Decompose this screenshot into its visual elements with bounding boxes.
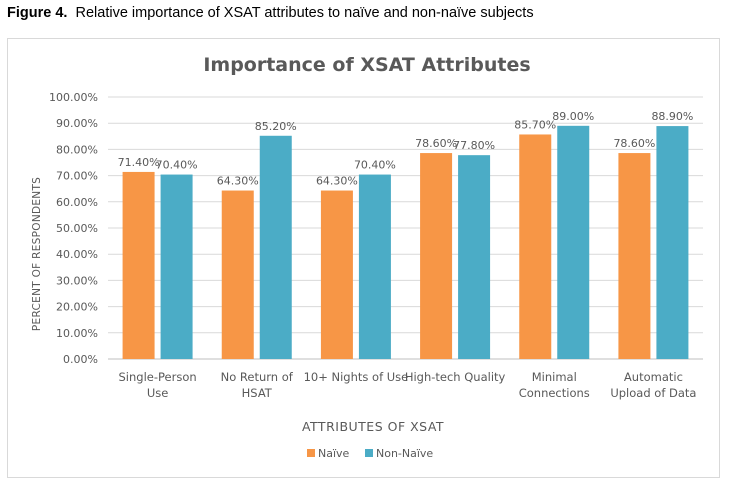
data-label: 64.30% <box>217 175 259 188</box>
bar-non-naive <box>557 125 590 359</box>
chart-title: Importance of XSAT Attributes <box>203 54 530 76</box>
data-label: 71.40% <box>118 156 160 169</box>
bar-non-naive <box>259 135 292 359</box>
x-category-label: Automatic <box>624 370 683 384</box>
y-tick-label: 100.00% <box>49 91 98 104</box>
bars <box>122 125 689 359</box>
x-category-label: Connections <box>519 386 590 400</box>
bar-naive <box>519 134 552 359</box>
x-axis-title: ATTRIBUTES OF XSAT <box>302 419 444 434</box>
x-category-label: Upload of Data <box>610 386 696 400</box>
bar-naive <box>420 153 453 359</box>
y-tick-label: 70.00% <box>56 170 98 183</box>
legend: Naïve Non-Naïve <box>307 447 433 460</box>
x-category-label: 10+ Nights of Use <box>304 370 409 384</box>
legend-swatch <box>307 449 315 457</box>
bar-non-naive <box>160 174 193 359</box>
x-category-label: High-tech Quality <box>405 370 506 384</box>
bar-naive <box>320 190 353 359</box>
data-label: 78.60% <box>613 137 655 150</box>
y-tick-label: 10.00% <box>56 327 98 340</box>
bar-non-naive <box>458 155 491 359</box>
figure-caption-text: Relative importance of XSAT attributes t… <box>75 5 534 21</box>
bar-non-naive <box>656 126 689 359</box>
chart-frame: Importance of XSAT Attributes 0.00% 10.00… <box>7 38 720 478</box>
bar-non-naive <box>358 174 391 359</box>
y-tick-label: 40.00% <box>56 248 98 261</box>
x-category-label: HSAT <box>242 386 273 400</box>
x-category-label: No Return of <box>221 370 294 384</box>
gridlines <box>108 96 703 360</box>
data-label: 85.20% <box>255 120 297 133</box>
bar-chart: Importance of XSAT Attributes 0.00% 10.00… <box>31 54 703 460</box>
y-tick-label: 30.00% <box>56 274 98 287</box>
data-label: 70.40% <box>156 159 198 172</box>
y-tick-label: 50.00% <box>56 222 98 235</box>
legend-label: Non-Naïve <box>376 447 433 460</box>
y-axis-title: PERCENT OF RESPONDENTS <box>31 177 43 331</box>
data-label: 64.30% <box>316 175 358 188</box>
data-labels: 71.40%70.40%64.30%85.20%64.30%70.40%78.6… <box>118 110 694 188</box>
x-category-label: Single-Person <box>119 370 197 384</box>
x-category-label: Minimal <box>532 370 577 384</box>
bar-naive <box>122 171 155 359</box>
legend-label: Naïve <box>318 447 350 460</box>
y-tick-label: 60.00% <box>56 196 98 209</box>
figure-caption: Figure 4. Relative importance of XSAT at… <box>7 5 534 21</box>
data-label: 77.80% <box>453 139 495 152</box>
bar-naive <box>221 190 254 359</box>
data-label: 70.40% <box>354 159 396 172</box>
y-tick-label: 90.00% <box>56 117 98 130</box>
data-label: 78.60% <box>415 137 457 150</box>
bar-naive <box>618 153 651 359</box>
y-tick-label: 20.00% <box>56 301 98 314</box>
data-label: 89.00% <box>552 110 594 123</box>
figure-caption-label: Figure 4. <box>7 5 68 21</box>
y-axis-ticks: 0.00% 10.00% 20.00% 30.00% 40.00% 50.00% 60.00… <box>49 91 98 366</box>
x-category-label: Use <box>147 386 168 400</box>
x-axis-categories: Single-Person Use No Return of HSAT 10+ Nigh… <box>119 370 697 400</box>
data-label: 85.70% <box>514 118 556 131</box>
legend-swatch <box>365 449 373 457</box>
y-tick-label: 80.00% <box>56 143 98 156</box>
y-tick-label: 0.00% <box>63 353 98 366</box>
data-label: 88.90% <box>651 110 693 123</box>
